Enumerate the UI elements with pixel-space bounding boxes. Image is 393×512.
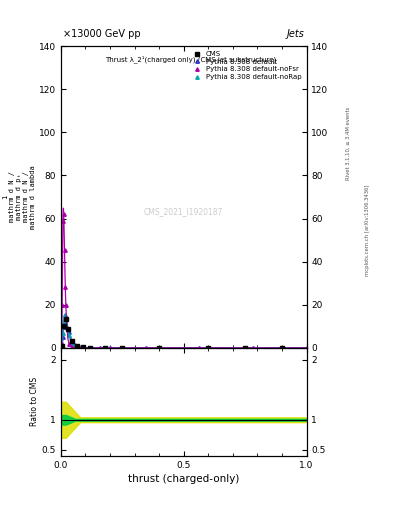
Text: Jets: Jets [286, 29, 304, 38]
Pythia 8.308 default-noFsr [61, 211, 66, 217]
CMS [103, 345, 108, 351]
Pythia 8.308 default [108, 345, 112, 351]
Y-axis label: Ratio to CMS: Ratio to CMS [30, 377, 39, 426]
CMS [280, 345, 285, 351]
Pythia 8.308 default-noFsr [61, 218, 65, 224]
Pythia 8.308 default-noRap [63, 312, 68, 318]
Pythia 8.308 default [78, 344, 83, 350]
Pythia 8.308 default-noRap [304, 345, 309, 351]
Pythia 8.308 default-noRap [251, 345, 255, 351]
Legend: CMS, Pythia 8.308 default, Pythia 8.308 default-noFsr, Pythia 8.308 default-noRa: CMS, Pythia 8.308 default, Pythia 8.308 … [189, 50, 303, 81]
Pythia 8.308 default [62, 317, 67, 324]
Pythia 8.308 default [59, 345, 64, 351]
Text: mcplots.cern.ch [arXiv:1306.3436]: mcplots.cern.ch [arXiv:1306.3436] [365, 185, 370, 276]
Pythia 8.308 default-noFsr [59, 341, 64, 347]
Pythia 8.308 default-noFsr [70, 345, 75, 351]
Pythia 8.308 default-noRap [61, 318, 66, 324]
CMS [206, 345, 211, 351]
Text: Rivet 3.1.10, ≥ 3.4M events: Rivet 3.1.10, ≥ 3.4M events [345, 106, 350, 180]
Pythia 8.308 default-noFsr [76, 345, 81, 351]
Pythia 8.308 default-noFsr [73, 345, 78, 351]
Line: Pythia 8.308 default: Pythia 8.308 default [60, 317, 308, 350]
Pythia 8.308 default-noFsr [98, 345, 103, 351]
Pythia 8.308 default [143, 345, 148, 351]
CMS [66, 326, 71, 332]
Pythia 8.308 default [251, 345, 255, 351]
Pythia 8.308 default [70, 338, 75, 344]
CMS [120, 345, 125, 351]
CMS [75, 343, 79, 349]
Pythia 8.308 default-noRap [60, 342, 64, 348]
Pythia 8.308 default-noRap [143, 345, 148, 351]
CMS [64, 316, 68, 323]
Pythia 8.308 default [64, 316, 68, 323]
Pythia 8.308 default-noRap [67, 332, 72, 338]
Pythia 8.308 default-noFsr [251, 345, 255, 351]
Pythia 8.308 default [98, 345, 103, 351]
Pythia 8.308 default [73, 342, 78, 348]
Pythia 8.308 default-noFsr [108, 345, 112, 351]
Pythia 8.308 default-noRap [64, 314, 68, 321]
Pythia 8.308 default [63, 316, 68, 322]
Pythia 8.308 default [88, 345, 93, 351]
Pythia 8.308 default-noRap [62, 312, 67, 318]
Pythia 8.308 default-noRap [73, 344, 78, 350]
Pythia 8.308 default-noFsr [304, 345, 309, 351]
Pythia 8.308 default-noRap [76, 344, 81, 350]
Pythia 8.308 default [60, 343, 64, 349]
Pythia 8.308 default-noFsr [88, 345, 93, 351]
Pythia 8.308 default-noRap [78, 345, 83, 351]
Text: CMS_2021_I1920187: CMS_2021_I1920187 [144, 207, 223, 217]
Pythia 8.308 default [197, 345, 202, 351]
Text: ×13000 GeV pp: ×13000 GeV pp [63, 29, 141, 38]
Y-axis label: 1
mathrm d N /
mathrm d pₜ
mathrm d N /
mathrm d lambda: 1 mathrm d N / mathrm d pₜ mathrm d N / … [2, 165, 36, 229]
Pythia 8.308 default-noFsr [62, 247, 67, 253]
Pythia 8.308 default-noFsr [197, 345, 202, 351]
Pythia 8.308 default-noRap [61, 330, 65, 336]
Pythia 8.308 default-noFsr [64, 302, 68, 308]
Pythia 8.308 default-noRap [59, 345, 64, 351]
CMS [60, 343, 64, 349]
Pythia 8.308 default-noRap [98, 345, 103, 351]
CMS [243, 345, 248, 351]
Pythia 8.308 default-noFsr [78, 345, 83, 351]
CMS [61, 323, 66, 329]
Pythia 8.308 default-noFsr [60, 302, 64, 308]
Pythia 8.308 default-noRap [88, 345, 93, 351]
Pythia 8.308 default-noFsr [63, 284, 68, 290]
Pythia 8.308 default-noFsr [67, 340, 72, 347]
Pythia 8.308 default [67, 329, 72, 335]
CMS [70, 337, 74, 344]
CMS [157, 345, 162, 351]
Pythia 8.308 default [61, 334, 65, 340]
Line: CMS: CMS [61, 317, 284, 350]
Pythia 8.308 default-noRap [70, 340, 75, 347]
CMS [88, 345, 93, 351]
Pythia 8.308 default [304, 345, 309, 351]
X-axis label: thrust (charged-only): thrust (charged-only) [128, 474, 239, 484]
CMS [81, 345, 85, 351]
Pythia 8.308 default [61, 324, 66, 330]
Pythia 8.308 default [76, 344, 81, 350]
Pythia 8.308 default-noRap [197, 345, 202, 351]
Pythia 8.308 default-noRap [108, 345, 112, 351]
Text: Thrust λ_2¹(charged only) (CMS jet substructure): Thrust λ_2¹(charged only) (CMS jet subst… [105, 55, 276, 63]
Pythia 8.308 default-noFsr [143, 345, 148, 351]
Line: Pythia 8.308 default-noFsr: Pythia 8.308 default-noFsr [60, 212, 308, 350]
Line: Pythia 8.308 default-noRap: Pythia 8.308 default-noRap [60, 313, 308, 350]
